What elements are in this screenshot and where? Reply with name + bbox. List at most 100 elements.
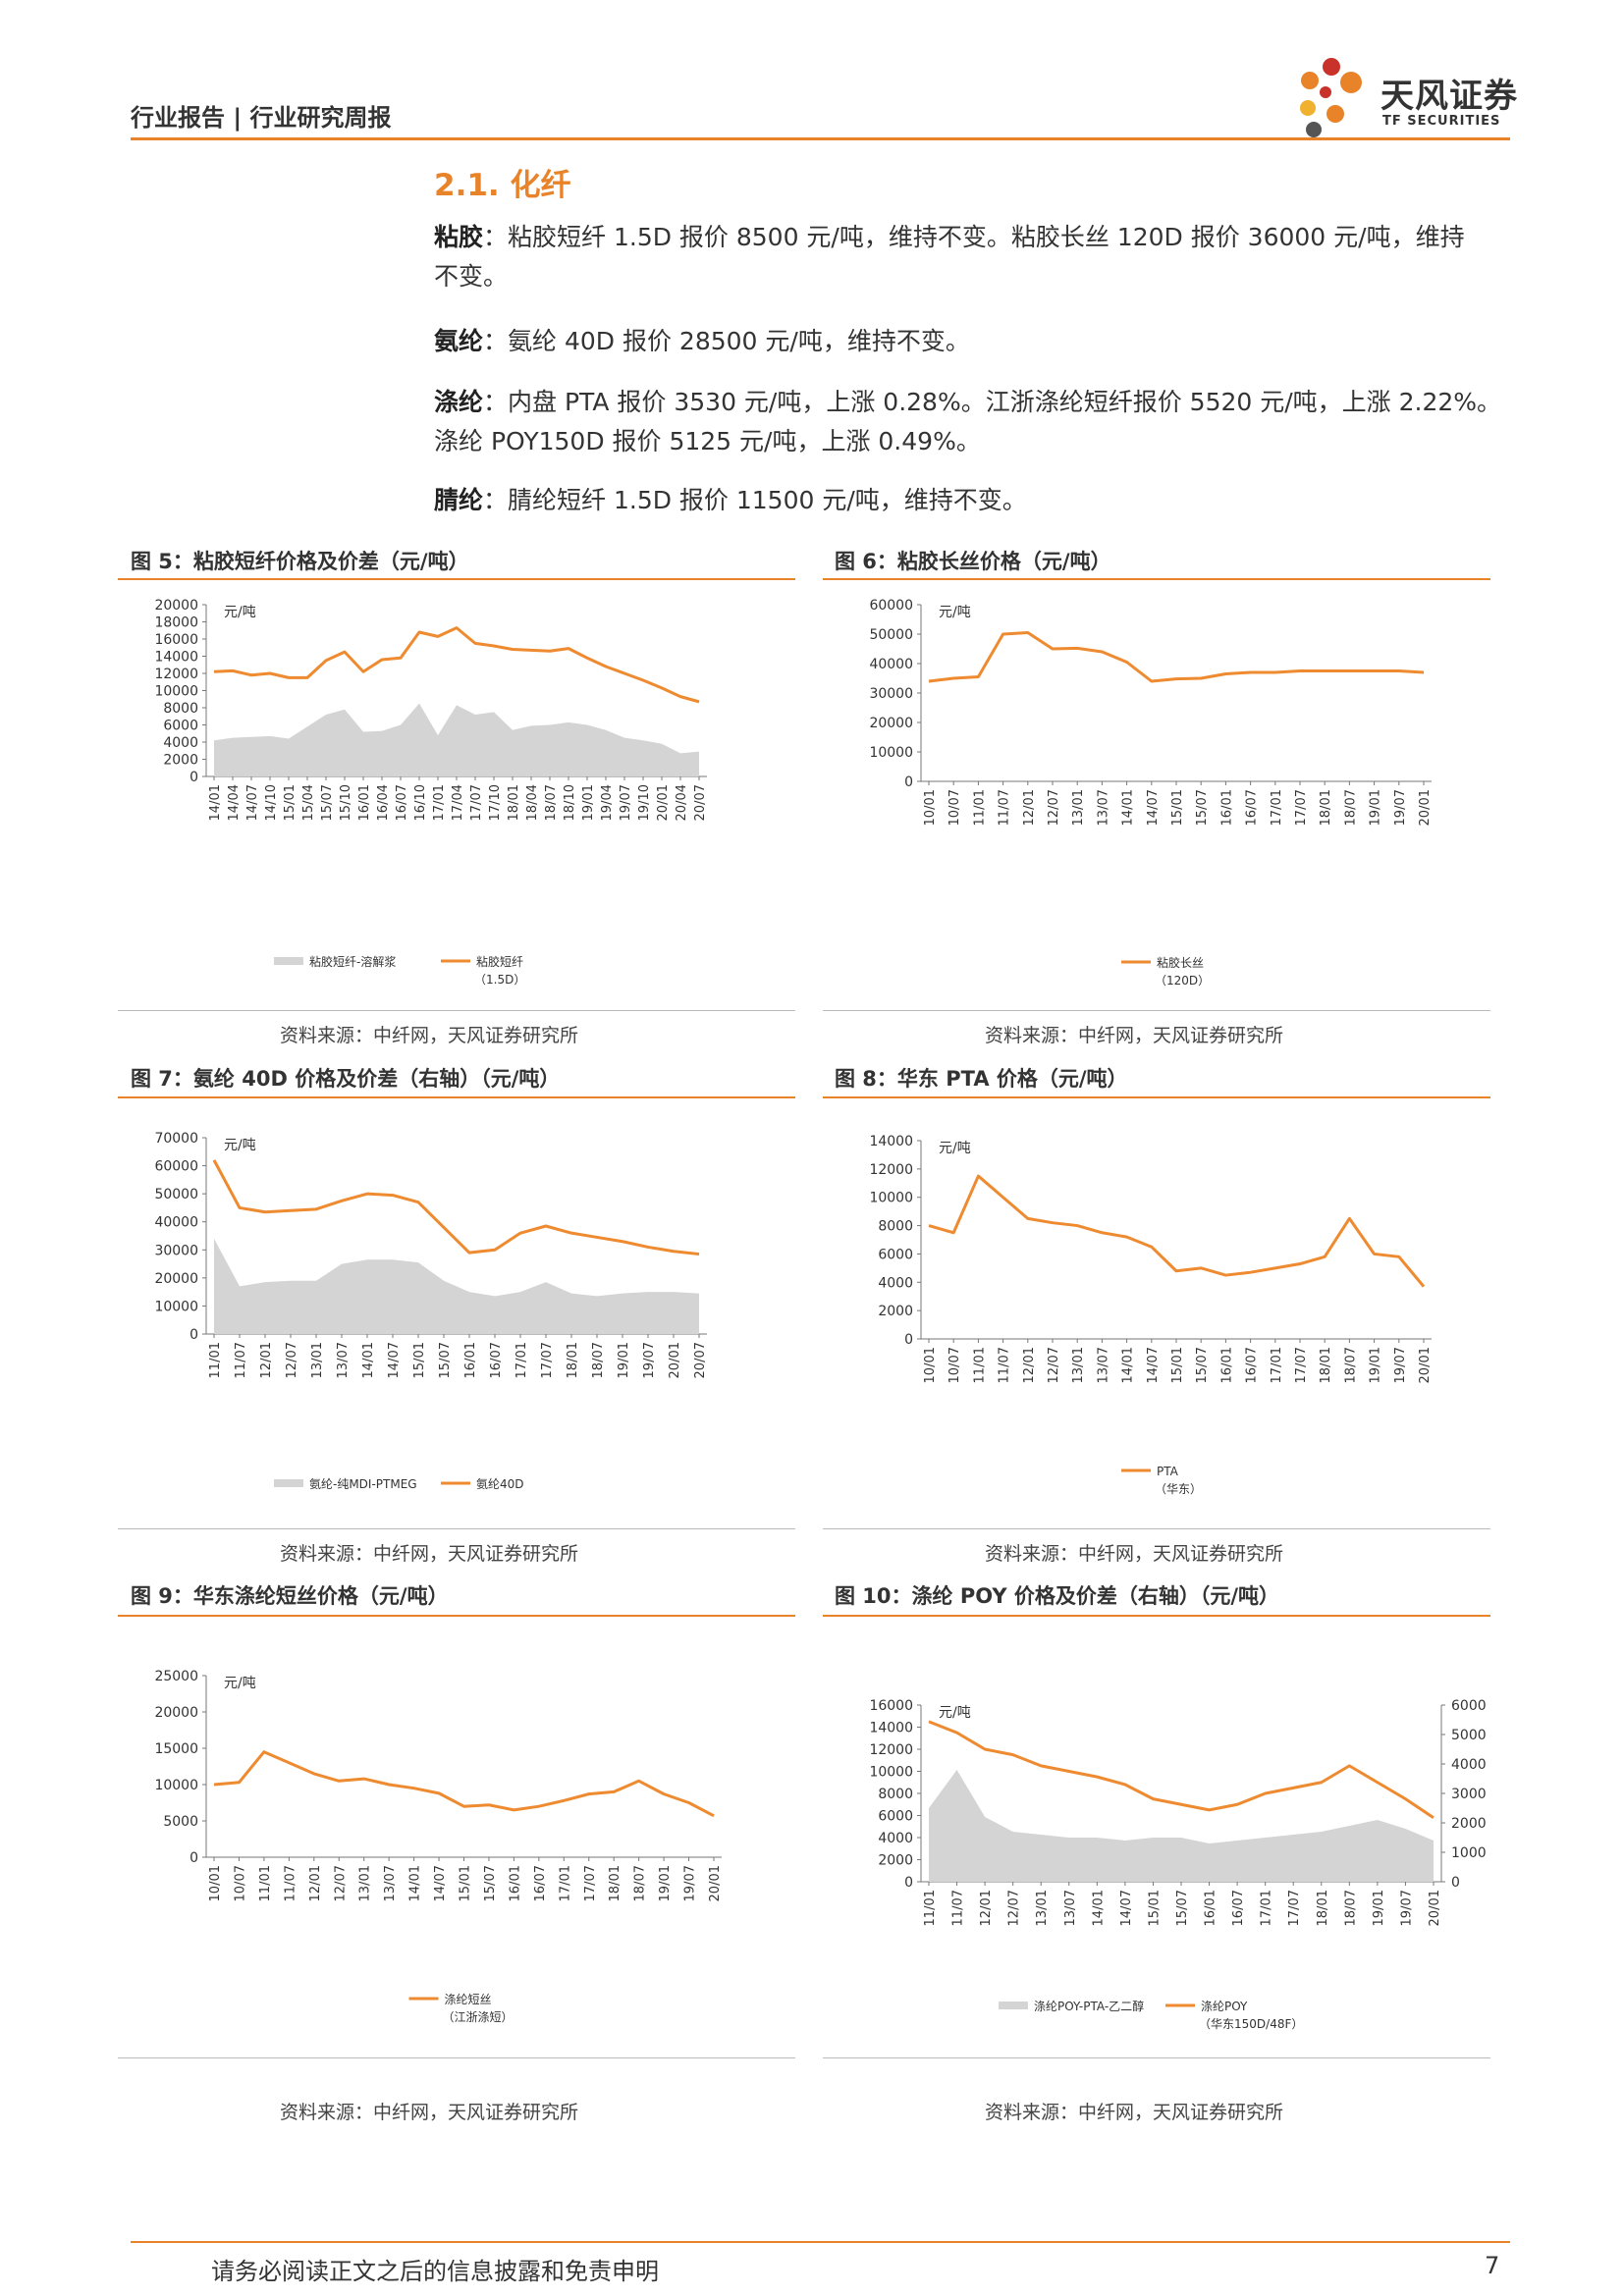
y-tick-label: 20000 (869, 716, 913, 731)
fig8-title: 图 8：华东 PTA 价格（元/吨） (835, 1067, 1128, 1091)
y-unit-label: 元/吨 (939, 1705, 971, 1721)
x-tick-label: 11/01 (208, 1342, 223, 1378)
fig7-chart: 0 10000 20000 30000 40000 50000 60000 70000 元/吨 1… (154, 1131, 708, 1491)
y-tick-label: 20000 (154, 1271, 198, 1287)
legend-label: 氨纶-纯MDI-PTMEG (309, 1477, 417, 1491)
x-tick-label: 17/07 (469, 784, 484, 821)
x-tick-label: 12/01 (1022, 1347, 1037, 1383)
y2-tick-label: 3000 (1451, 1787, 1487, 1802)
fig9-source: 资料来源：中纤网，天风证券研究所 (280, 2102, 579, 2123)
logo-subtitle: TF SECURITIES (1382, 114, 1501, 129)
x-tick-label: 16/01 (463, 1342, 478, 1378)
x-tick-label: 13/01 (310, 1342, 325, 1378)
x-tick-label: 20/01 (668, 1342, 682, 1378)
y-unit-label: 元/吨 (939, 1141, 971, 1156)
fig9-bottom-rule (118, 2057, 795, 2058)
x-tick-label: 11/01 (258, 1865, 273, 1901)
x-tick-label: 20/01 (1418, 1347, 1433, 1383)
legend-label-sub: （江浙涤短） (443, 2010, 514, 2024)
x-tick-label: 17/04 (451, 784, 465, 821)
y-tick-label: 15000 (154, 1741, 198, 1757)
y-tick-label: 10000 (154, 684, 198, 700)
x-tick-label: 11/07 (951, 1890, 966, 1926)
x-tick-label: 10/07 (947, 1347, 962, 1383)
x-tick-label: 15/10 (339, 784, 353, 821)
y-tick-label: 0 (904, 774, 913, 790)
y-tick-label: 30000 (869, 686, 913, 702)
x-tick-label: 15/01 (1170, 789, 1185, 826)
x-tick-label: 10/01 (923, 1347, 938, 1383)
paragraph-polyester: 涤纶：内盘 PTA 报价 3530 元/吨，上涨 0.28%。江浙涤纶短纤报价 … (434, 383, 1524, 461)
footer-rule (131, 2241, 1510, 2243)
header-rule (131, 137, 1510, 140)
x-tick-label: 13/07 (1096, 789, 1110, 826)
y-tick-label: 14000 (154, 650, 198, 666)
x-tick-label: 19/01 (581, 784, 596, 821)
x-tick-label: 18/01 (608, 1865, 623, 1901)
x-tick-label: 16/07 (1245, 1347, 1260, 1383)
paragraph-acrylic: 腈纶：腈纶短纤 1.5D 报价 11500 元/吨，维持不变。 (434, 481, 1524, 520)
fig7-title: 图 7：氨纶 40D 价格及价差（右轴）（元/吨） (131, 1067, 561, 1091)
y-tick-label: 10000 (154, 1299, 198, 1314)
y-tick-label: 4000 (163, 735, 198, 751)
x-tick-label: 19/07 (683, 1865, 698, 1901)
x-tick-label: 15/07 (438, 1342, 453, 1378)
y2-tick-label: 2000 (1451, 1816, 1487, 1832)
x-tick-label: 15/07 (1195, 1347, 1210, 1383)
fig8-chart: 0 2000 4000 6000 8000 10000 12000 14000 元/吨 10/01… (869, 1134, 1433, 1496)
x-tick-label: 18/01 (566, 1342, 580, 1378)
legend-label: 粘胶长丝 (1157, 955, 1204, 970)
legend-label: 粘胶短纤 (476, 954, 523, 969)
para-label: 粘胶 (434, 223, 484, 251)
x-tick-label: 15/01 (283, 784, 298, 821)
y-tick-label: 8000 (163, 701, 198, 717)
x-tick-label: 12/01 (1022, 789, 1037, 826)
y-tick-label: 10000 (869, 1765, 913, 1781)
fig6-bottom-rule (823, 1010, 1490, 1011)
x-tick-label: 17/01 (1260, 1890, 1274, 1926)
y-tick-label: 0 (189, 1327, 198, 1343)
y2-tick-label: 4000 (1451, 1757, 1487, 1773)
y-tick-label: 16000 (154, 632, 198, 648)
fig9-chart: 0 5000 10000 15000 20000 25000 元/吨 10/01 10/07 11… (154, 1669, 723, 2024)
logo-flower-icon (1300, 58, 1362, 137)
y-tick-label: 4000 (878, 1275, 913, 1291)
y-tick-label: 8000 (878, 1219, 913, 1235)
fig5-source: 资料来源：中纤网，天风证券研究所 (280, 1025, 579, 1046)
area-series (214, 1238, 699, 1334)
y2-tick-label: 1000 (1451, 1845, 1487, 1861)
y-tick-label: 0 (189, 1850, 198, 1866)
fig6-rule (823, 578, 1490, 580)
x-tick-label: 17/07 (1287, 1890, 1302, 1926)
y-tick-label: 40000 (154, 1215, 198, 1231)
page-number: 7 (1485, 2252, 1500, 2279)
x-tick-label: 20/01 (1418, 789, 1433, 826)
x-tick-label: 16/07 (1245, 789, 1260, 826)
x-tick-label: 13/07 (336, 1342, 351, 1378)
x-tick-label: 17/01 (432, 784, 447, 821)
y-tick-label: 50000 (869, 627, 913, 643)
x-tick-label: 20/07 (693, 1342, 708, 1378)
x-tick-label: 12/01 (979, 1890, 994, 1926)
para-text-cont: 不变。 (434, 262, 509, 291)
section-title: 2.1. 化纤 (434, 168, 571, 203)
fig5-bottom-rule (118, 1010, 795, 1011)
y-tick-label: 2000 (878, 1853, 913, 1869)
y-tick-label: 10000 (154, 1778, 198, 1793)
x-tick-label: 17/01 (514, 1342, 529, 1378)
x-tick-label: 12/07 (1047, 789, 1061, 826)
x-tick-label: 14/07 (1146, 789, 1161, 826)
x-tick-label: 13/01 (1071, 789, 1086, 826)
x-tick-label: 18/10 (563, 784, 577, 821)
x-tick-label: 14/01 (208, 784, 223, 821)
fig10-bottom-rule (823, 2057, 1490, 2058)
y-unit-label: 元/吨 (224, 605, 256, 620)
x-tick-label: 18/01 (1319, 1347, 1333, 1383)
fig6-chart: 0 10000 20000 30000 40000 50000 60000 元/吨 10/01 1… (869, 598, 1433, 988)
x-tick-label: 17/01 (558, 1865, 572, 1901)
x-tick-label: 11/01 (923, 1890, 938, 1926)
para-label: 腈纶 (434, 486, 484, 514)
x-tick-label: 14/07 (245, 784, 260, 821)
x-tick-label: 14/01 (1121, 789, 1136, 826)
